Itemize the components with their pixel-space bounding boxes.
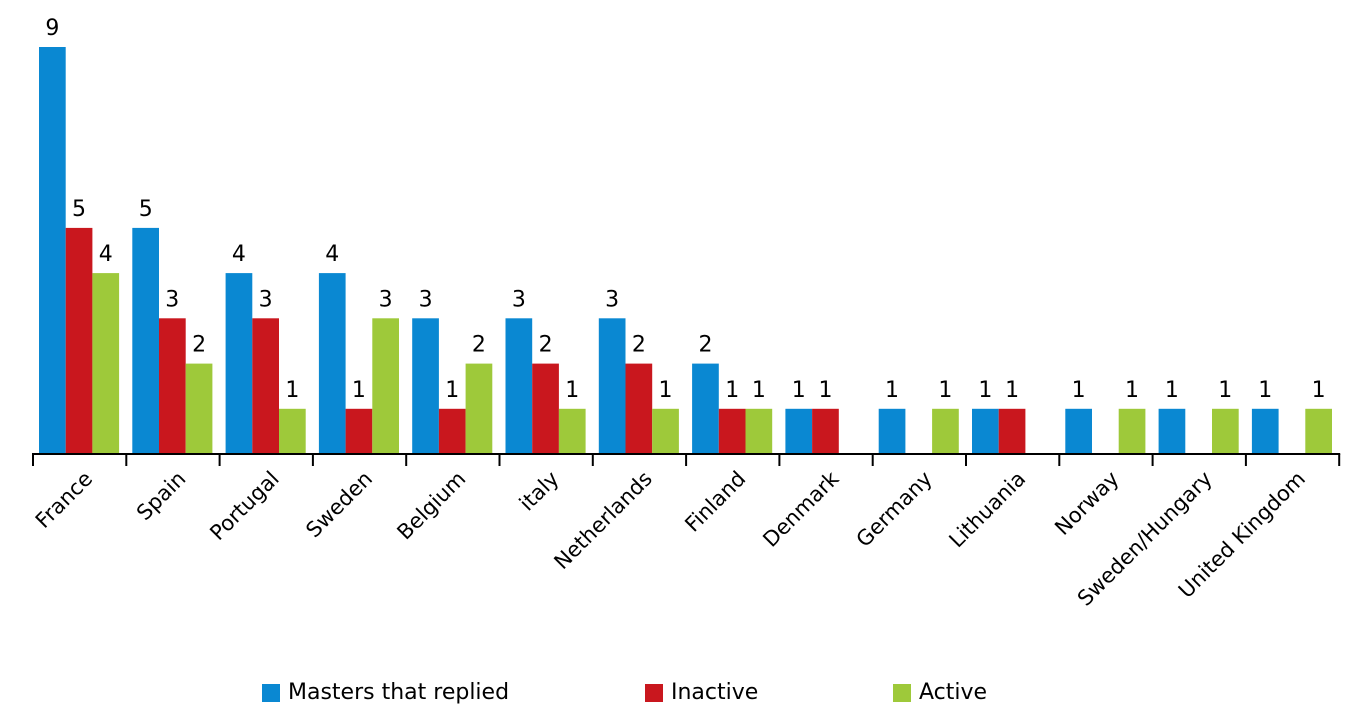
bar-italy-masters-that-replied [505, 318, 533, 454]
value-label-france-active: 4 [99, 242, 113, 267]
bar-united-kingdom-active [1305, 408, 1332, 454]
bar-spain-inactive [159, 318, 186, 454]
bar-portugal-active [279, 408, 306, 454]
bar-italy-active [558, 408, 586, 454]
category-label-france: France [31, 467, 97, 533]
legend-swatch-inactive [645, 683, 663, 702]
bar-united-kingdom-masters-that-replied [1251, 408, 1279, 454]
bar-portugal-masters-that-replied [225, 273, 253, 454]
value-label-sweden-active: 3 [379, 287, 393, 312]
bar-belgium-active [465, 363, 493, 454]
legend-item-active: Active [893, 680, 987, 705]
value-label-sweden-inactive: 1 [352, 378, 366, 403]
legend-item-inactive: Inactive [645, 680, 758, 705]
category-label-finland: Finland [680, 467, 750, 537]
value-label-lithuania-inactive: 1 [1005, 378, 1019, 403]
value-label-sweden-masters-that-replied: 4 [325, 242, 339, 267]
category-labels-group: France Spain Portugal Sweden Belgium italyNet… [31, 466, 1310, 611]
bar-netherlands-masters-that-replied [598, 318, 626, 454]
bar-sweden-hungary-masters-that-replied [1158, 408, 1186, 454]
value-label-portugal-inactive: 3 [259, 287, 273, 312]
value-label-spain-masters-that-replied: 5 [139, 197, 153, 222]
category-label-sweden: Sweden [301, 467, 377, 543]
value-label-finland-active: 1 [752, 378, 766, 403]
category-label-belgium: Belgium [392, 467, 470, 545]
x-axis-ticks [32, 454, 1341, 466]
value-label-finland-masters-that-replied: 2 [699, 333, 713, 358]
value-label-denmark-masters-that-replied: 1 [792, 378, 806, 403]
legend: Masters that replied Inactive Active [0, 676, 1354, 710]
value-label-denmark-inactive: 1 [819, 378, 833, 403]
category-label-portugal: Portugal [205, 467, 283, 545]
value-label-united-kingdom-masters-that-replied: 1 [1258, 378, 1272, 403]
legend-label-inactive: Inactive [671, 680, 759, 705]
bar-denmark-inactive [812, 408, 839, 454]
value-label-italy-active: 1 [565, 378, 579, 403]
value-label-sweden-hungary-masters-that-replied: 1 [1165, 378, 1179, 403]
value-label-germany-active: 1 [938, 378, 952, 403]
bar-france-masters-that-replied [39, 47, 66, 454]
value-label-netherlands-inactive: 2 [632, 333, 646, 358]
bars-group [39, 47, 1332, 454]
category-label-italy: italy [515, 467, 564, 516]
bar-germany-masters-that-replied [878, 408, 906, 454]
category-label-denmark: Denmark [758, 466, 844, 552]
legend-swatch-active [893, 683, 911, 702]
bar-netherlands-inactive [625, 363, 653, 454]
bar-norway-masters-that-replied [1065, 408, 1092, 454]
bar-sweden-hungary-active [1212, 408, 1239, 454]
bar-netherlands-active [652, 408, 679, 454]
bar-france-active [92, 273, 120, 454]
value-label-netherlands-masters-that-replied: 3 [605, 287, 619, 312]
bar-belgium-masters-that-replied [412, 318, 439, 454]
value-label-lithuania-masters-that-replied: 1 [978, 378, 992, 403]
value-label-finland-inactive: 1 [725, 378, 739, 403]
category-label-norway: Norway [1050, 467, 1123, 540]
value-label-belgium-active: 2 [472, 333, 486, 358]
legend-label-masters: Masters that replied [288, 680, 510, 705]
value-label-sweden-hungary-active: 1 [1218, 378, 1232, 403]
value-label-norway-active: 1 [1125, 378, 1139, 403]
category-label-germany: Germany [852, 467, 937, 552]
bar-germany-active [932, 408, 959, 454]
legend-item-masters: Masters that replied [262, 680, 509, 705]
bar-finland-active [745, 408, 773, 454]
bar-norway-active [1118, 408, 1146, 454]
bar-italy-inactive [532, 363, 559, 454]
value-label-germany-masters-that-replied: 1 [885, 378, 899, 403]
bar-belgium-inactive [438, 408, 466, 454]
legend-label-active: Active [919, 680, 988, 705]
legend-swatch-masters [262, 683, 280, 702]
bar-spain-masters-that-replied [132, 227, 159, 454]
value-label-united-kingdom-active: 1 [1312, 378, 1326, 403]
value-label-netherlands-active: 1 [659, 378, 673, 403]
value-label-belgium-masters-that-replied: 3 [419, 287, 433, 312]
category-label-netherlands: Netherlands [549, 467, 656, 574]
category-label-lithuania: Lithuania [944, 467, 1030, 553]
bar-finland-inactive [718, 408, 746, 454]
bar-sweden-active [372, 318, 399, 454]
value-label-spain-inactive: 3 [165, 287, 179, 312]
bar-lithuania-inactive [998, 408, 1026, 454]
bar-finland-masters-that-replied [692, 363, 719, 454]
bar-portugal-inactive [252, 318, 279, 454]
value-label-france-masters-that-replied: 9 [45, 16, 59, 41]
bar-lithuania-masters-that-replied [972, 408, 999, 454]
value-label-france-inactive: 5 [72, 197, 86, 222]
value-label-belgium-inactive: 1 [445, 378, 459, 403]
bar-spain-active [185, 363, 213, 454]
value-label-spain-active: 2 [192, 333, 206, 358]
value-label-italy-inactive: 2 [539, 333, 553, 358]
category-label-spain: Spain [132, 467, 190, 525]
bar-france-inactive [65, 227, 93, 454]
bar-denmark-masters-that-replied [785, 408, 813, 454]
bar-sweden-inactive [345, 408, 373, 454]
value-label-norway-masters-that-replied: 1 [1072, 378, 1086, 403]
value-label-portugal-masters-that-replied: 4 [232, 242, 246, 267]
value-label-portugal-active: 1 [285, 378, 299, 403]
value-label-italy-masters-that-replied: 3 [512, 287, 526, 312]
bar-sweden-masters-that-replied [318, 273, 346, 454]
